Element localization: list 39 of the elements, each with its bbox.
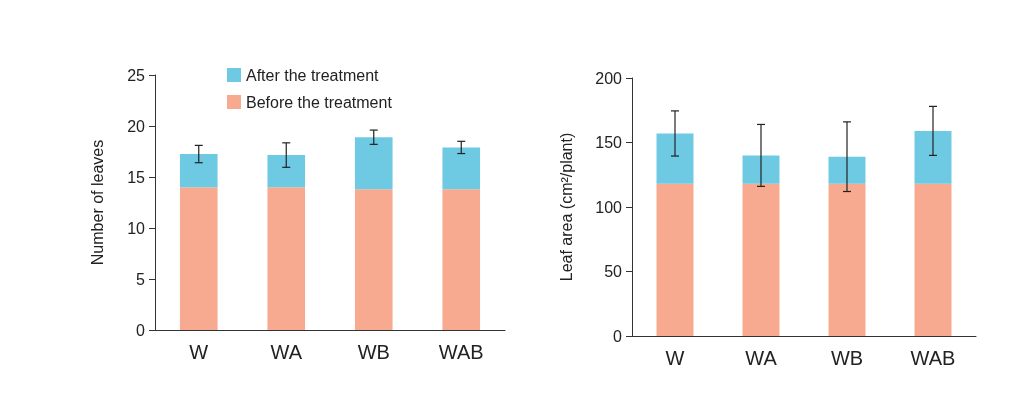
bar [828, 156, 866, 184]
x-tick-label: WAB [910, 347, 956, 369]
x-tick-label: WA [745, 347, 778, 369]
x-tick-label: WB [357, 341, 390, 363]
bar [442, 189, 481, 330]
y-tick-label: 150 [595, 134, 623, 151]
y-tick-label: 15 [127, 168, 146, 186]
legend-label: After the treatment [246, 66, 380, 84]
x-tick-label: W [189, 341, 209, 363]
bar [914, 183, 952, 336]
bar [354, 189, 393, 330]
y-axis-title: Number of leaves [88, 139, 106, 266]
y-axis-title: Leaf area (cm²/plant) [557, 132, 575, 282]
bar [354, 137, 393, 190]
bar [742, 155, 780, 184]
x-tick-label: WA [270, 341, 303, 363]
y-tick-label: 50 [604, 263, 623, 280]
y-tick-label: 25 [127, 66, 146, 84]
legend-label: Before the treatment [246, 93, 393, 111]
bar [179, 154, 218, 188]
x-tick-label: W [665, 347, 685, 369]
y-tick-label: 5 [136, 270, 146, 288]
bar [179, 187, 218, 330]
bar [656, 133, 694, 184]
y-tick-label: 200 [595, 69, 623, 87]
y-tick-label: 0 [136, 321, 146, 339]
x-tick-label: WB [830, 347, 864, 369]
bar [442, 147, 481, 190]
y-tick-label: 0 [613, 327, 623, 345]
y-tick-label: 20 [127, 117, 146, 135]
x-tick-label: WAB [438, 341, 484, 363]
bar [267, 155, 306, 188]
y-tick-label: 10 [127, 219, 146, 237]
y-tick-label: 100 [595, 198, 623, 216]
bar [914, 130, 952, 184]
bar [828, 183, 866, 336]
bar [742, 183, 780, 336]
bar [656, 183, 694, 336]
bar [267, 187, 306, 330]
